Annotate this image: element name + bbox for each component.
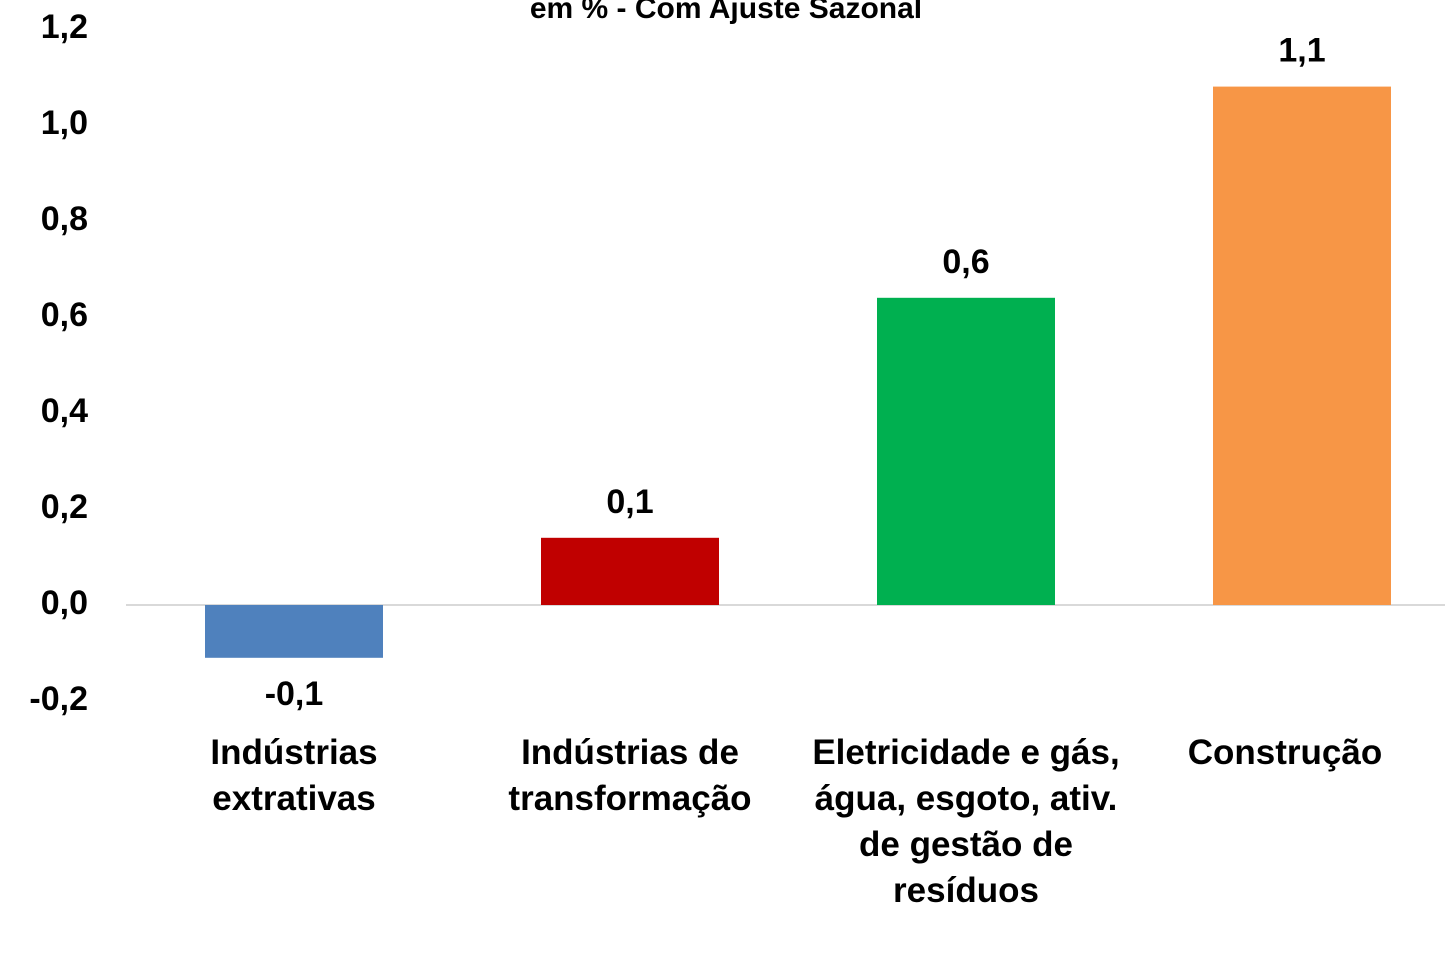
y-tick-label: 1,0 (41, 104, 88, 142)
y-tick-label: 0,0 (41, 584, 88, 622)
value-label: 0,6 (942, 243, 989, 281)
value-label: 1,1 (1278, 32, 1325, 70)
y-tick-label: 1,2 (41, 8, 88, 46)
x-tick-label: Eletricidade e gás, água, esgoto, ativ. … (812, 733, 1120, 910)
bar (541, 537, 719, 605)
y-tick-label: 0,8 (41, 200, 88, 238)
x-tick-label: Indústrias extrativas (210, 733, 378, 818)
bar (205, 605, 383, 658)
value-label: -0,1 (265, 675, 324, 713)
y-tick-label: 0,6 (41, 296, 88, 334)
y-tick-label: 0,2 (41, 488, 88, 526)
y-tick-label: 0,4 (41, 392, 88, 430)
bar (1213, 86, 1391, 606)
bar (877, 297, 1055, 605)
y-tick-label: -0,2 (29, 680, 88, 718)
value-label: 0,1 (606, 483, 653, 521)
chart-title: em % - Com Ajuste Sazonal (530, 0, 922, 25)
x-tick-label: Indústrias de transformação (508, 733, 752, 818)
x-tick-label: Construção (1187, 733, 1383, 772)
